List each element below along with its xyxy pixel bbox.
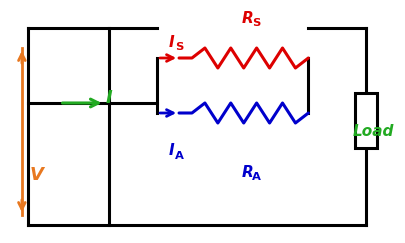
FancyBboxPatch shape [355,93,377,148]
Text: S: S [175,43,184,52]
Text: S: S [252,18,260,28]
Text: I: I [168,143,174,158]
Text: Load: Load [352,124,394,139]
Text: I: I [105,89,112,107]
Text: A: A [252,173,261,182]
Text: R: R [242,11,254,26]
Text: A: A [175,151,184,161]
Text: R: R [242,165,254,180]
Text: I: I [168,35,174,50]
Text: V: V [29,166,43,184]
